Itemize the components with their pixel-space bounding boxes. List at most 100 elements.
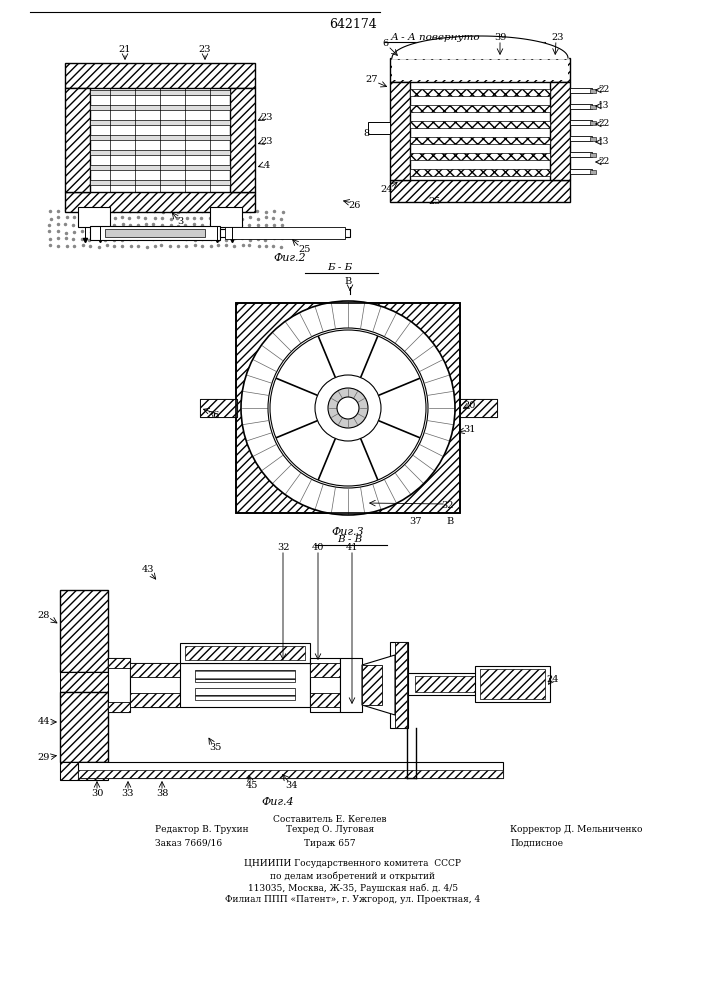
Bar bbox=[570, 88, 592, 93]
Text: 26: 26 bbox=[349, 200, 361, 210]
Text: 4: 4 bbox=[264, 160, 270, 169]
Bar bbox=[340, 658, 362, 712]
Text: 37: 37 bbox=[410, 516, 422, 526]
Bar bbox=[415, 676, 475, 692]
Text: 25: 25 bbox=[299, 244, 311, 253]
Text: Тираж 657: Тираж 657 bbox=[304, 838, 356, 848]
Text: 23: 23 bbox=[551, 32, 564, 41]
Bar bbox=[590, 89, 596, 93]
Bar bbox=[90, 105, 230, 110]
Circle shape bbox=[315, 375, 381, 441]
Text: Заказ 7669/16: Заказ 7669/16 bbox=[155, 838, 222, 848]
Text: 22: 22 bbox=[598, 119, 609, 128]
Bar bbox=[78, 762, 503, 778]
Text: 8: 8 bbox=[363, 129, 369, 138]
Bar bbox=[408, 673, 548, 695]
Circle shape bbox=[337, 397, 359, 419]
Bar bbox=[90, 226, 220, 240]
Bar bbox=[310, 658, 340, 712]
Bar bbox=[590, 152, 596, 156]
Text: 25: 25 bbox=[429, 198, 441, 207]
Bar bbox=[570, 152, 592, 157]
Text: ЦНИИПИ Государственного комитета  СССР: ЦНИИПИ Государственного комитета СССР bbox=[245, 859, 462, 868]
Bar bbox=[460, 399, 497, 417]
Polygon shape bbox=[362, 655, 395, 715]
Bar bbox=[130, 663, 180, 707]
Text: по делам изобретений и открытий: по делам изобретений и открытий bbox=[271, 871, 436, 881]
Bar bbox=[220, 229, 350, 237]
Bar bbox=[90, 150, 230, 155]
Bar bbox=[410, 89, 550, 96]
Bar bbox=[108, 658, 130, 712]
Bar bbox=[225, 227, 345, 239]
Circle shape bbox=[241, 301, 455, 515]
Bar bbox=[200, 399, 237, 417]
Text: 21: 21 bbox=[119, 45, 132, 54]
Text: 23: 23 bbox=[261, 113, 273, 122]
Bar bbox=[570, 136, 592, 141]
Bar bbox=[230, 88, 255, 192]
Bar bbox=[65, 192, 255, 212]
Bar bbox=[390, 180, 570, 202]
Bar bbox=[60, 672, 108, 692]
Text: В: В bbox=[344, 277, 351, 286]
Bar bbox=[78, 770, 503, 778]
Bar bbox=[65, 88, 90, 192]
Bar bbox=[78, 207, 110, 227]
Bar bbox=[410, 169, 550, 176]
Text: 23: 23 bbox=[261, 137, 273, 146]
Text: 6: 6 bbox=[382, 38, 388, 47]
Bar bbox=[410, 153, 550, 160]
Bar bbox=[310, 693, 340, 707]
Text: Фиг.4: Фиг.4 bbox=[262, 797, 294, 807]
Bar bbox=[105, 229, 205, 237]
Circle shape bbox=[268, 328, 428, 488]
Text: Филиал ППП «Патент», г. Ужгород, ул. Проектная, 4: Филиал ППП «Патент», г. Ужгород, ул. Про… bbox=[226, 896, 481, 904]
Text: Фиг.3: Фиг.3 bbox=[332, 527, 364, 537]
Text: 29: 29 bbox=[37, 754, 50, 762]
Bar bbox=[410, 121, 550, 128]
Text: 39: 39 bbox=[493, 32, 506, 41]
Text: 13: 13 bbox=[598, 102, 609, 110]
Bar bbox=[310, 663, 340, 677]
Bar bbox=[236, 303, 460, 513]
Text: Фиг.2: Фиг.2 bbox=[274, 253, 306, 263]
Text: Составитель Е. Кегелев: Составитель Е. Кегелев bbox=[273, 814, 387, 824]
Bar bbox=[60, 590, 108, 672]
Bar bbox=[550, 82, 570, 180]
Text: 36: 36 bbox=[207, 410, 219, 420]
Circle shape bbox=[270, 330, 426, 486]
Text: Редактор В. Трухин: Редактор В. Трухин bbox=[155, 826, 249, 834]
Bar bbox=[590, 136, 596, 140]
Text: 24: 24 bbox=[381, 186, 393, 194]
Text: В: В bbox=[446, 516, 454, 526]
Bar bbox=[570, 169, 592, 174]
Text: А - А повернуто: А - А повернуто bbox=[390, 32, 480, 41]
Text: 35: 35 bbox=[209, 742, 221, 752]
Text: 24: 24 bbox=[547, 676, 559, 684]
Bar bbox=[195, 688, 295, 700]
Text: 45: 45 bbox=[246, 780, 258, 790]
Text: 22: 22 bbox=[598, 86, 609, 95]
Bar bbox=[570, 104, 592, 109]
Bar bbox=[362, 665, 382, 705]
Bar bbox=[390, 82, 410, 180]
Text: 113035, Москва, Ж-35, Раушская наб. д. 4/5: 113035, Москва, Ж-35, Раушская наб. д. 4… bbox=[248, 883, 458, 893]
Bar bbox=[480, 669, 545, 699]
Circle shape bbox=[328, 388, 368, 428]
Bar bbox=[395, 642, 407, 728]
Bar bbox=[90, 180, 230, 185]
Bar bbox=[475, 666, 550, 702]
Text: 41: 41 bbox=[346, 544, 358, 552]
Text: 3: 3 bbox=[177, 218, 183, 227]
Text: 642174: 642174 bbox=[329, 18, 377, 31]
Text: 40: 40 bbox=[312, 544, 325, 552]
Bar bbox=[590, 169, 596, 174]
Bar bbox=[90, 135, 230, 140]
Text: 34: 34 bbox=[286, 780, 298, 790]
Bar bbox=[570, 120, 592, 125]
Bar bbox=[210, 207, 242, 227]
Bar bbox=[60, 762, 108, 780]
Bar bbox=[390, 642, 408, 728]
Bar bbox=[180, 663, 310, 707]
